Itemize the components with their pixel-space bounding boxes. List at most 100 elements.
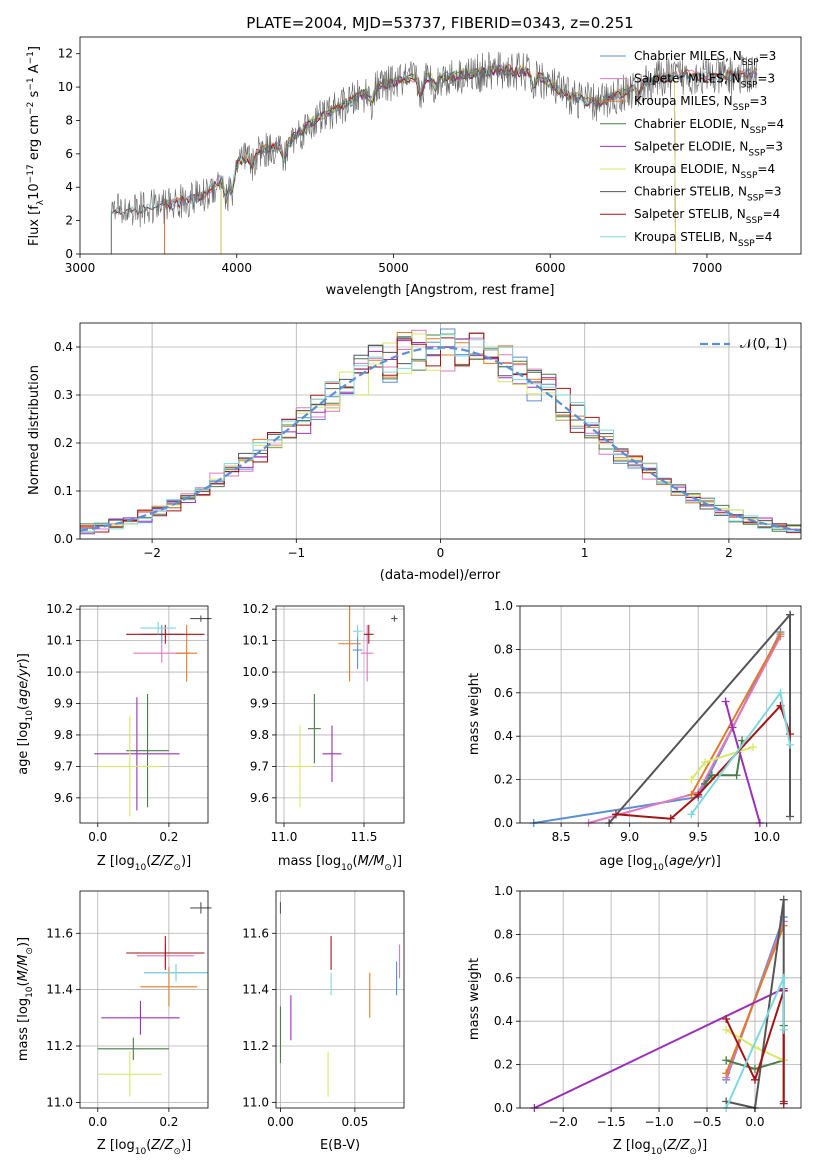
label-part: Z [log [97,854,135,869]
y-tick-label: 11.0 [242,1095,269,1109]
axes-frame [79,36,802,255]
axes-frame [519,890,802,1109]
weight-line-salpeter_stelib [725,990,785,1104]
weight-marker [722,1015,731,1024]
weight-marker [779,895,788,904]
x-tick-label: 0.00 [267,1115,294,1129]
legend-entry: 𝒩(0, 1) [740,337,787,352]
label-part: 10 [27,183,42,200]
weight-line-kroupa_miles [690,633,782,796]
errorbar-salpeter_elodie [101,1000,180,1035]
x-axis-label: (data-model)/error [380,568,501,583]
weight-marker [776,630,785,639]
ticks: 0.0 0.2 11.0 11.2 11.4 11.6 [46,926,178,1129]
y-tick-label: 0.0 [494,816,513,830]
errorbar-salpeter_stelib [364,624,374,644]
label-part: )] [711,854,721,869]
label-part: )] [181,1138,191,1153]
y-tick-label: 6 [65,147,73,161]
errorbar-chabrier_elodie [97,1037,169,1061]
label-part: Z/Z [150,1138,174,1153]
weight-marker [722,1025,731,1034]
label-part: age/yr [16,662,31,705]
x-axis-label: wavelength [Angstrom, rest frame] [326,283,555,298]
x-tick-label: −1.0 [644,1115,673,1129]
label-part: λ [36,199,46,205]
weight-line-kroupa_miles [725,925,785,1074]
label-part: −1 [26,77,36,90]
x-tick-label: 0.05 [342,1115,369,1129]
y-tick-label: 0.2 [494,773,513,787]
y-tick-label: 10.2 [242,602,269,616]
x-tick-label: 8.5 [552,830,571,844]
legend-entry: Kroupa ELODIE, NSSP=4 [634,162,775,181]
label-part: mass weight [467,958,482,1040]
label-part: erg cm [27,115,42,164]
normal-curve [80,346,801,532]
y-tick-label: 2 [65,214,73,228]
legend-text: Salpeter STELIB, N [634,207,746,221]
y-tick-label: 0.6 [494,971,513,985]
weight-marker [728,723,737,732]
y-tick-label: 10 [58,80,73,94]
weight-line-chabrier_miles [533,631,782,824]
y-axis-label: Flux [fλ10−17 erg cm−2 s−1 A−1] [26,46,46,246]
legend-text: Chabrier MILES, N [634,49,742,63]
weight-marker [721,697,730,706]
errorbar-kroupa_elodie [97,1051,162,1097]
y-tick-label: 10.1 [242,634,269,648]
label-part: ( [16,705,31,710]
label-part: ⊙ [173,863,181,873]
weight-marker [732,771,741,780]
weight-marker [779,1025,788,1034]
ticks: 0.0 0.2 9.6 9.7 9.8 9.9 10.0 10.1 10.2 [46,602,178,844]
y-tick-label: 9.7 [54,759,73,773]
x-tick-label: 1 [581,546,589,560]
histogram-legend: 𝒩(0, 1) [700,337,787,352]
weight-marker [722,1056,731,1065]
x-tick-label: 0.2 [159,1115,178,1129]
y-axis-label: mass weight [467,958,482,1040]
weight-marker [701,758,710,767]
weight-marker [687,775,696,784]
legend-text: Chabrier ELODIE, N [634,117,750,131]
label-part: −2 [26,102,36,115]
legend-text: Kroupa ELODIE, N [634,162,741,176]
ticks: −2 −1 0 1 2 0.0 0.1 0.2 0.3 0.4 [54,340,733,560]
x-axis-label: Z [log10(Z/Z⊙)] [97,1138,191,1157]
error-bars [287,606,398,808]
legend-sub: SSP [738,239,755,249]
weight-marker [786,740,795,749]
y-tick-label: 1.0 [494,884,513,898]
y-tick-label: 11.6 [46,926,73,940]
legend-tail: =4 [763,207,781,221]
ticks: 8.5 9.0 9.5 10.0 0.0 0.2 0.4 0.6 0.8 1.0 [494,599,780,844]
weight-line-salpeter_elodie [724,701,761,824]
label-part: )] [181,854,191,869]
weight-line-chabrier_elodie [704,740,744,785]
label-part: M/M [16,955,31,982]
legend-entry: Kroupa MILES, NSSP=3 [634,94,767,113]
x-tick-label: −0.5 [692,1115,721,1129]
legend-text: Kroupa STELIB, N [634,230,738,244]
ticks: 0.00 0.05 11.0 11.2 11.4 11.6 [242,926,368,1129]
label-part: −1 [26,51,36,64]
label-part: ( [146,1138,151,1153]
axes-mass_vs_Z: 0.0 0.2 11.0 11.2 11.4 11.6 [46,890,212,1129]
y-tick-label: 0.0 [54,532,73,546]
x-tick-label: −1 [287,546,305,560]
label-part: age [log [16,722,31,775]
y-tick-label: 11.0 [46,1095,73,1109]
x-tick-label: 4000 [221,261,252,275]
axes-frame [79,890,209,1109]
label-part: Normed distribution [27,365,42,495]
y-tick-label: 0.8 [494,927,513,941]
label-part: 10 [341,863,353,873]
y-tick-label: 0.4 [494,729,513,743]
legend-sub: SSP [747,194,764,204]
weight-marker [786,610,795,619]
error-bars [94,615,212,817]
legend-entry: Salpeter ELODIE, NSSP=3 [634,139,783,158]
errorbar-kroupa_elodie [287,725,313,808]
